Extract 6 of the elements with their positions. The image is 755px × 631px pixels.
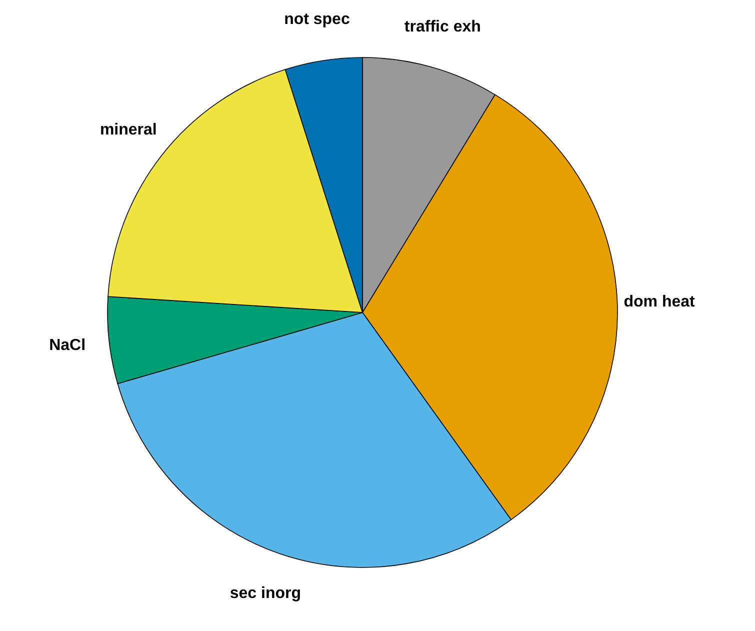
slice-label: not spec [284,11,350,28]
slice-label: mineral [100,122,157,139]
slice-label: sec inorg [230,585,301,602]
slice-label: dom heat [624,293,696,310]
slice-label: traffic exh [404,18,481,36]
slice-label: NaCl [49,337,86,354]
